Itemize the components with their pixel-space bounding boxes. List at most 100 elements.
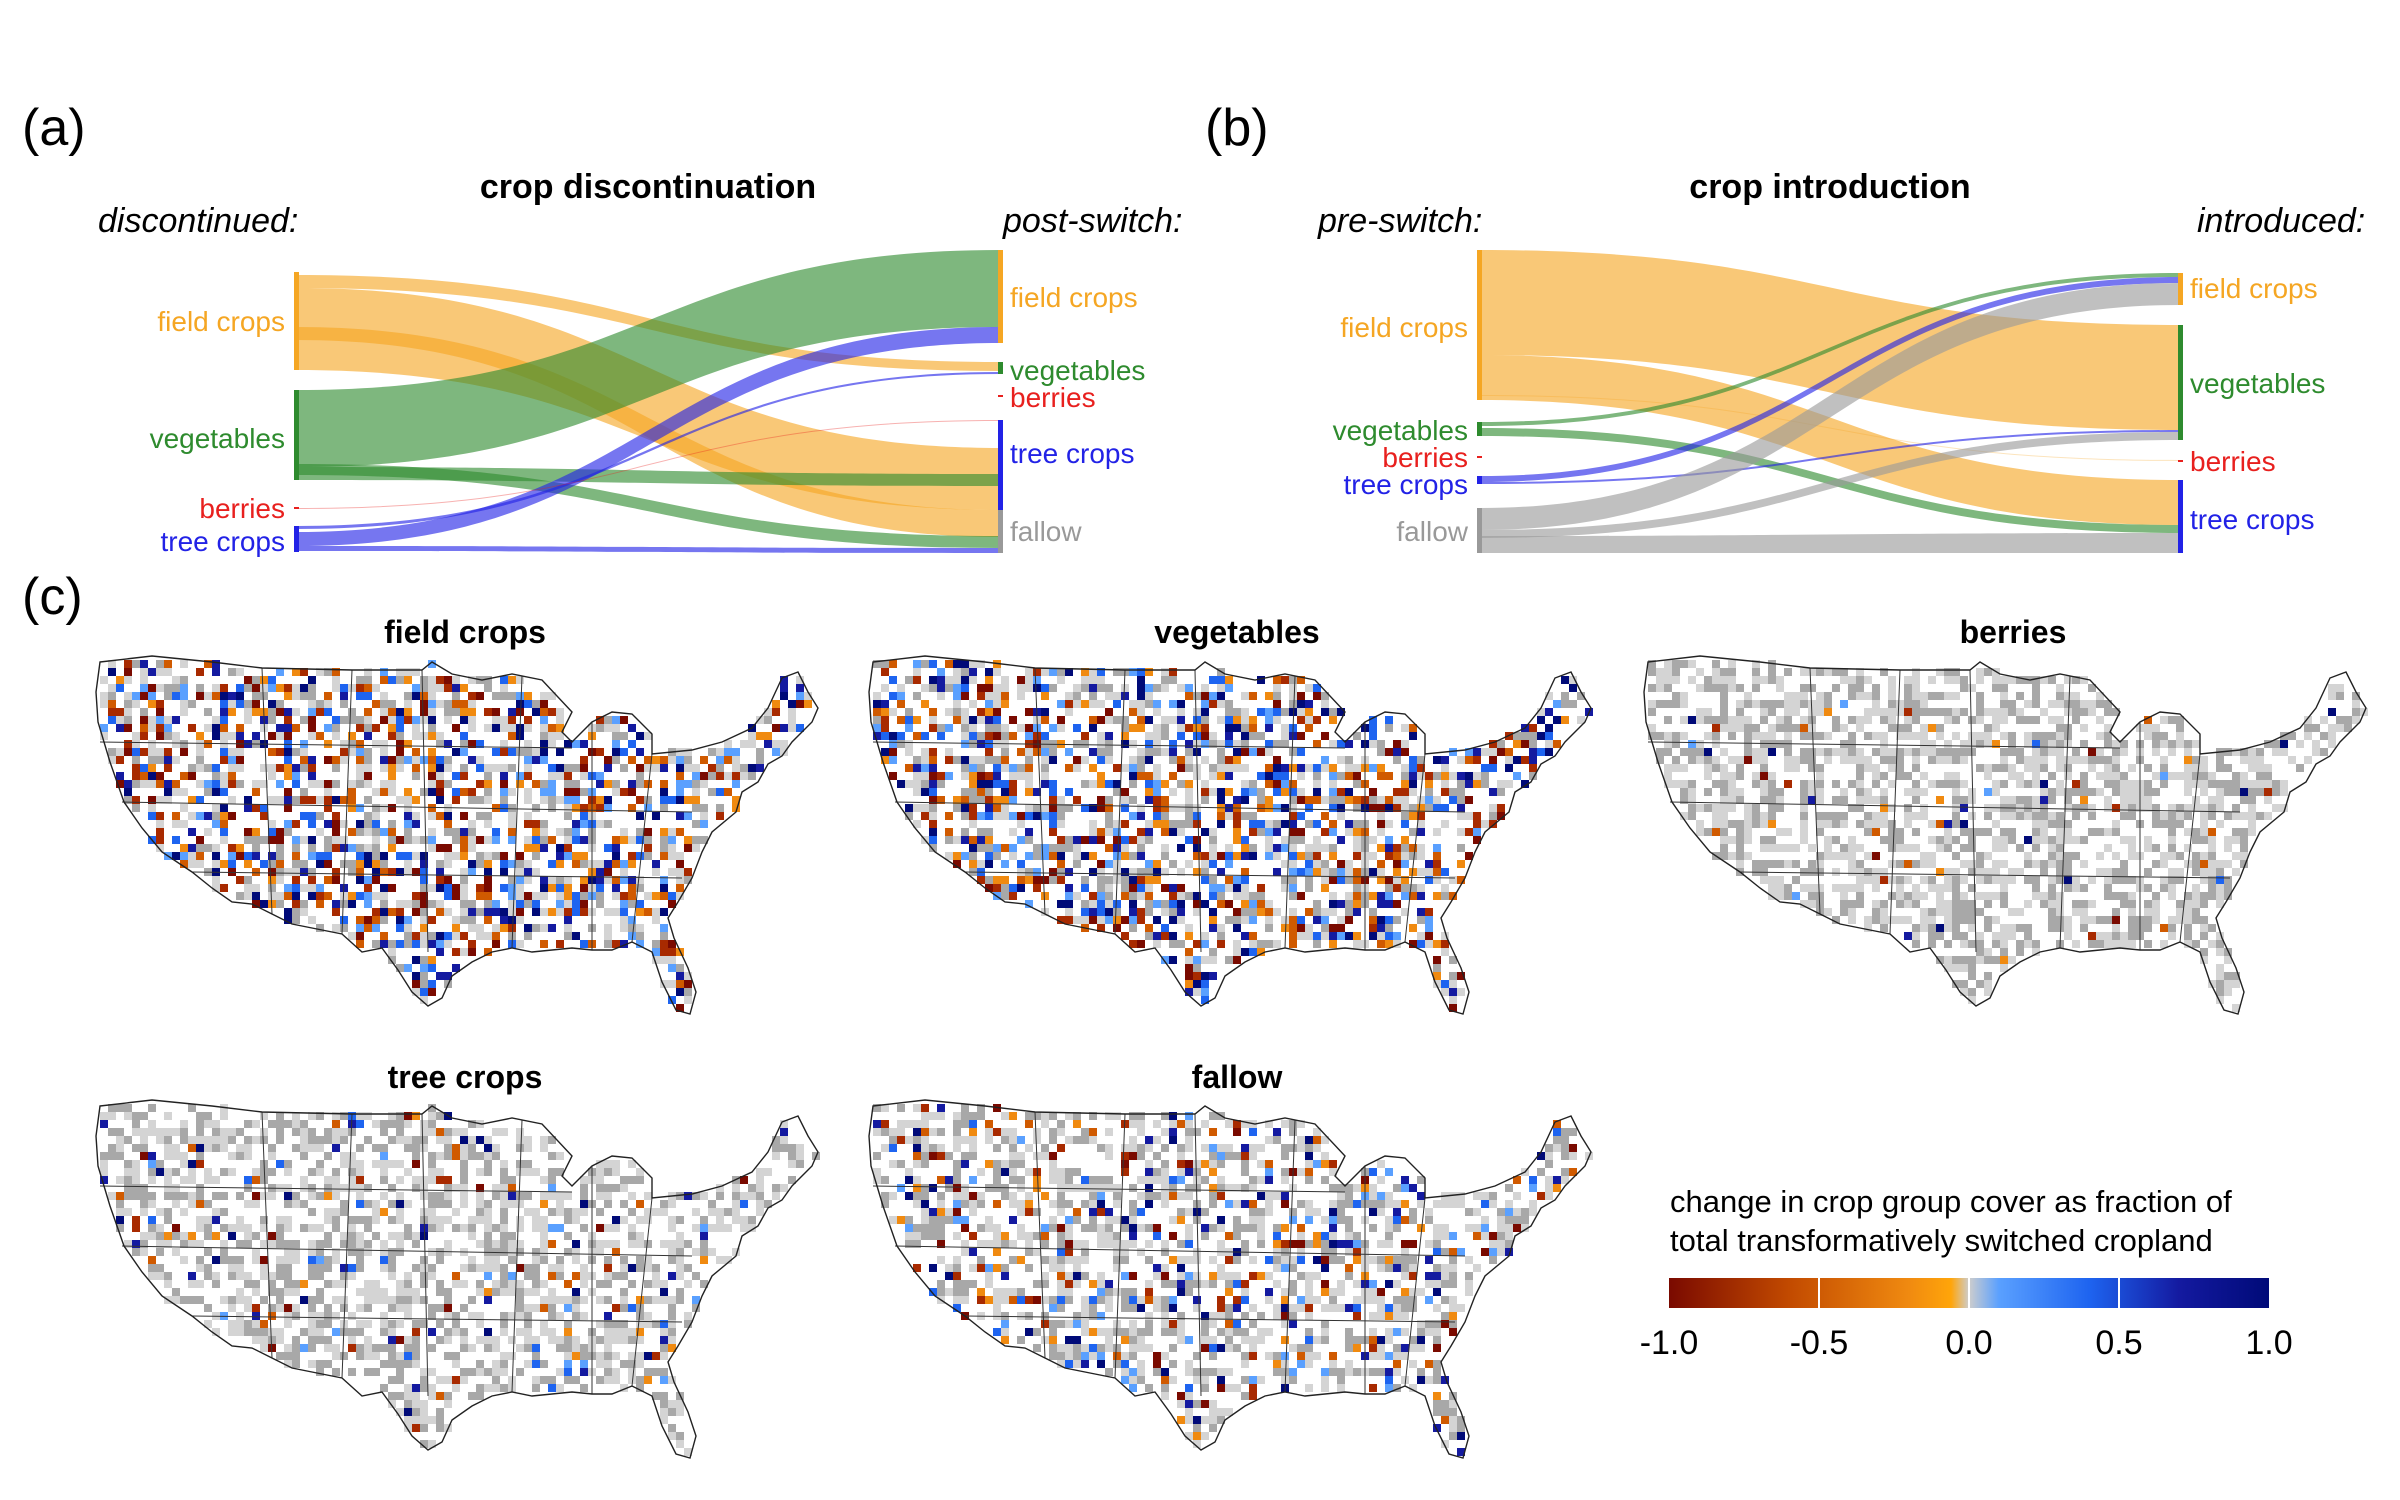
us-outline <box>1643 655 2367 1015</box>
panel-a-label: (a) <box>22 99 86 157</box>
legend-title-line2: total transformatively switched cropland <box>1670 1223 2213 1258</box>
map-grid-cells <box>100 1104 820 1456</box>
node-label-left-vegetables: vegetables <box>150 423 285 454</box>
node-label-left-fieldcrops: field crops <box>157 306 285 337</box>
map-fieldcrops <box>95 655 819 1015</box>
us-outline <box>95 1099 819 1459</box>
node-label-right-fieldcrops: field crops <box>2190 273 2318 304</box>
flow-vegetables-to-fieldcrops <box>297 250 1000 467</box>
flow-fallow-to-treecrops <box>1480 533 2180 553</box>
us-outline <box>95 655 819 1015</box>
colorbar-tick-label: 0.5 <box>2095 1324 2142 1362</box>
node-label-right-vegetables: vegetables <box>2190 368 2325 399</box>
panel-a-title: crop discontinuation <box>480 168 816 206</box>
map-treecrops <box>95 1099 820 1459</box>
state-borders <box>1647 667 2241 953</box>
map-berries <box>1643 655 2368 1015</box>
node-bar-right-berries <box>2178 460 2183 462</box>
flow-treecrops-to-fieldcrops <box>297 327 1000 546</box>
flow-fieldcrops-to-berries <box>1480 395 2180 461</box>
colorbar-legend: change in crop group cover as fraction o… <box>1640 1184 2293 1362</box>
node-bar-left-berries <box>1477 456 1482 458</box>
panel-a-right-header: post-switch: <box>1002 202 1183 240</box>
node-bar-left-vegetables <box>1477 422 1482 436</box>
node-bar-right-berries <box>998 395 1003 397</box>
panel-b: (b) crop introduction pre-switch: introd… <box>1205 99 2365 553</box>
map-grid-cells <box>100 660 812 1012</box>
flow-fieldcrops-to-treecrops <box>1480 355 2180 525</box>
state-borders <box>99 667 693 953</box>
legend-title-line1: change in crop group cover as fraction o… <box>1670 1184 2232 1219</box>
panel-c-label: (c) <box>22 568 83 626</box>
map-title-fieldcrops: field crops <box>384 614 546 650</box>
node-label-right-fallow: fallow <box>1010 516 1082 547</box>
flow-treecrops-to-fieldcrops <box>1480 277 2180 482</box>
node-bar-right-treecrops <box>998 420 1003 510</box>
panel-b-left-header: pre-switch: <box>1317 202 1482 240</box>
node-label-right-vegetables: vegetables <box>1010 355 1145 386</box>
panel-b-title: crop introduction <box>1689 168 1970 206</box>
state-borders <box>99 1111 693 1397</box>
map-fallow <box>868 1099 1593 1459</box>
flow-vegetables-to-fieldcrops <box>1480 273 2180 426</box>
panel-b-right-bars <box>2178 273 2183 553</box>
map-grid-cells <box>1648 660 2368 1012</box>
node-label-left-fallow: fallow <box>1396 516 1468 547</box>
flow-treecrops-to-vegetables <box>1480 430 2180 484</box>
panel-a-flows <box>297 250 1000 553</box>
node-label-left-treecrops: tree crops <box>161 526 286 557</box>
node-bar-left-fieldcrops <box>1477 250 1482 400</box>
flow-fieldcrops-to-vegetables <box>1480 250 2180 430</box>
flow-vegetables-to-fallow <box>297 464 1000 548</box>
us-outline <box>868 1099 1592 1459</box>
panel-b-right-header: introduced: <box>2197 202 2365 240</box>
colorbar-tick-label: 1.0 <box>2245 1324 2292 1362</box>
panel-a: (a) crop discontinuation discontinued: p… <box>22 99 1183 557</box>
panel-a-left-bars <box>294 272 299 552</box>
node-label-left-vegetables: vegetables <box>1333 415 1468 446</box>
colorbar-tick-label: 0.0 <box>1945 1324 1992 1362</box>
panel-a-left-header: discontinued: <box>98 202 298 240</box>
flow-fieldcrops-to-treecrops <box>297 288 1000 510</box>
flow-vegetables-to-treecrops <box>1480 428 2180 533</box>
panel-c: (c) field crops vegetables berries tree … <box>22 568 2368 1459</box>
node-label-right-fieldcrops: field crops <box>1010 282 1138 313</box>
node-label-left-treecrops: tree crops <box>1344 469 1469 500</box>
map-title-fallow: fallow <box>1192 1059 1283 1095</box>
flow-treecrops-to-vegetables <box>297 372 1000 529</box>
node-label-right-treecrops: tree crops <box>1010 438 1135 469</box>
map-title-vegetables: vegetables <box>1154 614 1319 650</box>
node-bar-left-treecrops <box>294 526 299 552</box>
colorbar-tick-label: -1.0 <box>1640 1324 1699 1362</box>
node-bar-left-vegetables <box>294 390 299 480</box>
node-bar-left-fieldcrops <box>294 272 299 370</box>
panel-a-right-bars <box>998 250 1003 553</box>
node-label-right-treecrops: tree crops <box>2190 504 2315 535</box>
node-bar-right-vegetables <box>998 362 1003 374</box>
node-bar-left-treecrops <box>1477 476 1482 484</box>
node-label-left-berries: berries <box>1382 442 1468 473</box>
node-bar-left-berries <box>294 507 299 509</box>
node-bar-left-fallow <box>1477 508 1482 553</box>
node-bar-right-treecrops <box>2178 480 2183 553</box>
flow-fallow-to-vegetables <box>1480 432 2180 538</box>
us-outline <box>868 655 1592 1015</box>
map-grid-cells <box>873 660 1593 1012</box>
flow-treecrops-to-fallow <box>297 546 1000 553</box>
flow-berries-to-treecrops <box>297 420 1000 509</box>
node-label-right-berries: berries <box>1010 382 1096 413</box>
panel-b-label: (b) <box>1205 99 1269 157</box>
panel-b-flows <box>1480 250 2180 553</box>
node-bar-right-fieldcrops <box>998 250 1003 343</box>
state-borders <box>872 1111 1466 1397</box>
colorbar-tick-label: -0.5 <box>1790 1324 1849 1362</box>
state-borders <box>872 667 1466 953</box>
map-title-berries: berries <box>1960 614 2067 650</box>
flow-fallow-to-fieldcrops <box>1480 283 2180 530</box>
node-bar-right-fieldcrops <box>2178 273 2183 305</box>
map-vegetables <box>868 655 1593 1015</box>
panel-b-left-bars <box>1477 250 1482 553</box>
map-title-treecrops: tree crops <box>388 1059 543 1095</box>
node-label-right-berries: berries <box>2190 446 2276 477</box>
